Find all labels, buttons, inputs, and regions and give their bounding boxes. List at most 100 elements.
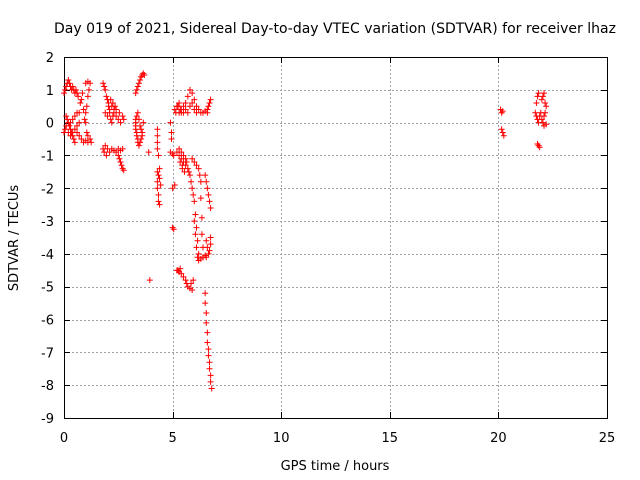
data-point [190, 191, 197, 198]
data-point [135, 116, 142, 123]
data-point [205, 103, 212, 110]
data-point [195, 250, 202, 257]
data-point [543, 121, 550, 128]
data-point [536, 144, 543, 151]
data-point [197, 195, 204, 202]
y-tick-label: -2 [41, 182, 54, 197]
data-point [171, 181, 178, 188]
data-point [499, 108, 506, 115]
data-point [186, 86, 193, 93]
data-point [102, 109, 109, 116]
data-point [171, 106, 178, 113]
data-point [137, 122, 144, 129]
data-point [133, 86, 140, 93]
data-point [196, 172, 203, 179]
data-point [189, 99, 196, 106]
data-point [207, 378, 214, 385]
data-point [205, 191, 212, 198]
data-point [498, 126, 505, 133]
data-point [62, 86, 69, 93]
data-point [193, 109, 200, 116]
data-point [119, 113, 126, 120]
data-point [75, 93, 82, 100]
data-point [74, 90, 81, 97]
data-point [76, 109, 83, 116]
data-point [178, 149, 185, 156]
data-point [534, 93, 541, 100]
y-tick-label: -1 [41, 149, 54, 164]
data-point [116, 155, 123, 162]
data-point [194, 254, 201, 261]
data-point [83, 103, 90, 110]
data-point [80, 106, 87, 113]
data-point [193, 224, 200, 231]
data-point [203, 237, 210, 244]
data-point [102, 142, 109, 149]
data-point [69, 116, 76, 123]
data-point [154, 139, 161, 146]
data-point [115, 152, 122, 159]
y-tick-label: -4 [41, 248, 54, 263]
plot-frame [64, 57, 608, 419]
data-point [117, 119, 124, 126]
data-point [71, 113, 78, 120]
data-point [67, 132, 74, 139]
data-point [87, 136, 94, 143]
data-point [197, 178, 204, 185]
data-point [120, 116, 127, 123]
data-point [177, 265, 184, 272]
data-point [155, 198, 162, 205]
data-point [135, 142, 142, 149]
data-point [113, 106, 120, 113]
data-point [116, 109, 123, 116]
data-point [182, 277, 189, 284]
data-point [69, 83, 76, 90]
data-point [74, 129, 81, 136]
y-tick-label: -8 [41, 379, 54, 394]
data-point [176, 145, 183, 152]
data-point [542, 109, 549, 116]
data-point [108, 103, 115, 110]
data-point [195, 165, 202, 172]
series-cluster-5.2-6.8h-upper [176, 86, 214, 116]
data-point [204, 329, 211, 336]
data-point [208, 385, 215, 392]
data-point [141, 72, 148, 79]
data-point [189, 185, 196, 192]
chart-title: Day 019 of 2021, Sidereal Day-to-day VTE… [54, 21, 616, 37]
data-point [188, 178, 195, 185]
data-point [169, 185, 176, 192]
data-point [198, 231, 205, 238]
data-point [156, 201, 163, 208]
data-point [182, 99, 189, 106]
data-point [541, 113, 548, 120]
data-point [543, 103, 550, 110]
y-tick-label: -3 [41, 215, 54, 230]
data-point [207, 372, 214, 379]
data-point [132, 90, 139, 97]
data-point [190, 277, 197, 284]
data-point [135, 80, 142, 87]
data-point [170, 152, 177, 159]
data-point [205, 250, 212, 257]
data-point [203, 254, 210, 261]
data-point [186, 172, 193, 179]
series-cluster-0.0-1.2h [61, 76, 95, 146]
data-point [205, 346, 212, 353]
data-point [204, 339, 211, 346]
data-point [115, 116, 122, 123]
y-tick-label: -6 [41, 314, 54, 329]
data-point [204, 244, 211, 251]
series-cluster-20h [497, 106, 507, 139]
data-point [88, 139, 95, 146]
y-tick-label: -7 [41, 346, 54, 361]
data-point [205, 352, 212, 359]
y-axis-label: SDTVAR / TECUs [7, 185, 22, 292]
data-point [156, 175, 163, 182]
data-point [168, 129, 175, 136]
data-point [180, 152, 187, 159]
data-point [184, 93, 191, 100]
data-point [191, 159, 198, 166]
data-point [101, 149, 108, 156]
data-point [113, 149, 120, 156]
